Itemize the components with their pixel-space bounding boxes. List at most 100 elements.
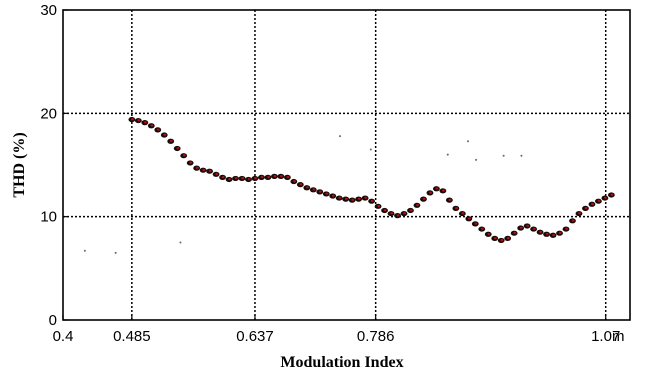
y-axis-ticks: 0 10 20 30	[40, 2, 68, 329]
data-point-highlight	[519, 226, 523, 229]
grid-lines	[63, 10, 630, 320]
data-point-highlight	[390, 212, 394, 215]
data-point-highlight	[260, 176, 264, 179]
data-point-highlight	[169, 139, 173, 143]
data-point-highlight	[176, 147, 180, 150]
data-point-highlight	[234, 177, 238, 180]
data-point-highlight	[202, 168, 206, 171]
data-point-highlight	[591, 202, 594, 206]
data-point-highlight	[506, 236, 510, 240]
data-point-highlight	[351, 198, 355, 201]
stray-point	[520, 154, 523, 157]
series-points	[128, 116, 615, 244]
data-point-highlight	[195, 166, 199, 169]
data-point-highlight	[455, 207, 458, 210]
data-point-highlight	[163, 133, 167, 136]
data-point-highlight	[610, 193, 614, 196]
data-point-highlight	[578, 212, 581, 215]
data-point-highlight	[565, 227, 569, 230]
data-point-highlight	[364, 196, 368, 199]
data-point-highlight	[357, 197, 361, 200]
data-point-highlight	[474, 222, 478, 225]
data-point-highlight	[493, 236, 497, 240]
x-tick-label: 1.07	[591, 328, 620, 345]
data-point-highlight	[383, 209, 387, 212]
data-point-highlight	[545, 232, 549, 236]
data-point-highlight	[254, 177, 257, 180]
data-point-highlight	[189, 161, 193, 164]
data-point-highlight	[208, 169, 212, 172]
stray-point	[446, 153, 449, 156]
stray-point	[179, 241, 182, 244]
data-point-highlight	[442, 189, 445, 192]
data-point-highlight	[396, 214, 400, 217]
data-point-highlight	[597, 199, 601, 202]
data-point-highlight	[448, 198, 452, 201]
x-unit-label: m	[612, 328, 625, 345]
data-point-highlight	[306, 186, 309, 189]
y-tick-label: 30	[40, 2, 57, 19]
data-point-highlight	[409, 209, 413, 212]
plot-frame	[62, 9, 631, 321]
data-point-highlight	[435, 187, 439, 190]
data-point-highlight	[228, 178, 232, 181]
data-point-highlight	[150, 124, 154, 127]
data-point-highlight	[182, 154, 186, 157]
data-point-highlight	[480, 227, 484, 230]
data-point-highlight	[299, 183, 303, 186]
stray-point	[339, 135, 342, 138]
data-point-highlight	[468, 217, 471, 220]
x-tick-label: 0.485	[113, 328, 151, 345]
data-point-highlight	[293, 180, 296, 183]
data-point-highlight	[344, 197, 348, 200]
data-point-highlight	[429, 191, 432, 194]
data-point-highlight	[247, 178, 251, 181]
data-point-highlight	[273, 174, 277, 178]
x-axis-label: Modulation Index	[280, 354, 403, 371]
data-point-highlight	[558, 231, 562, 234]
data-point-highlight	[604, 196, 607, 199]
x-tick-label: 0.786	[357, 328, 395, 345]
data-point-highlight	[422, 197, 426, 200]
data-point-highlight	[318, 190, 322, 193]
stray-point	[467, 140, 469, 143]
x-axis-ticks: 0.4 0.485 0.637 0.786 1.07	[53, 315, 620, 345]
data-point-highlight	[487, 232, 491, 236]
stray-point	[83, 249, 86, 252]
data-point-highlight	[552, 233, 556, 237]
y-tick-label: 0	[49, 312, 57, 329]
data-point-highlight	[280, 174, 283, 178]
y-tick-label: 10	[40, 209, 57, 226]
x-tick-label: 0.637	[236, 328, 274, 345]
stray-point	[369, 148, 372, 151]
data-point-highlight	[267, 176, 270, 179]
data-point-highlight	[286, 176, 290, 179]
data-point-highlight	[526, 224, 530, 227]
data-point-highlight	[221, 176, 225, 179]
data-point-highlight	[416, 203, 419, 207]
data-point-highlight	[241, 177, 245, 180]
stray-point	[114, 251, 117, 254]
stray-points	[83, 135, 523, 254]
data-point-highlight	[513, 231, 517, 234]
data-point-highlight	[312, 188, 316, 191]
x-tick-label: 0.4	[53, 328, 74, 345]
data-point-highlight	[539, 230, 543, 233]
plot-area	[62, 9, 631, 321]
data-point-highlight	[571, 219, 575, 222]
data-point-highlight	[370, 199, 374, 202]
stray-point	[502, 154, 505, 157]
data-point-highlight	[325, 192, 329, 195]
data-point-highlight	[500, 239, 504, 242]
data-point-highlight	[144, 121, 147, 124]
stray-point	[475, 158, 478, 161]
data-point-highlight	[403, 212, 407, 215]
data-point-highlight	[156, 128, 160, 131]
y-axis-label: THD (%)	[11, 132, 28, 197]
data-point-highlight	[532, 227, 536, 230]
data-point-highlight	[215, 172, 219, 176]
data-point-highlight	[377, 204, 381, 208]
y-tick-label: 20	[40, 105, 57, 122]
data-point-highlight	[331, 194, 335, 197]
